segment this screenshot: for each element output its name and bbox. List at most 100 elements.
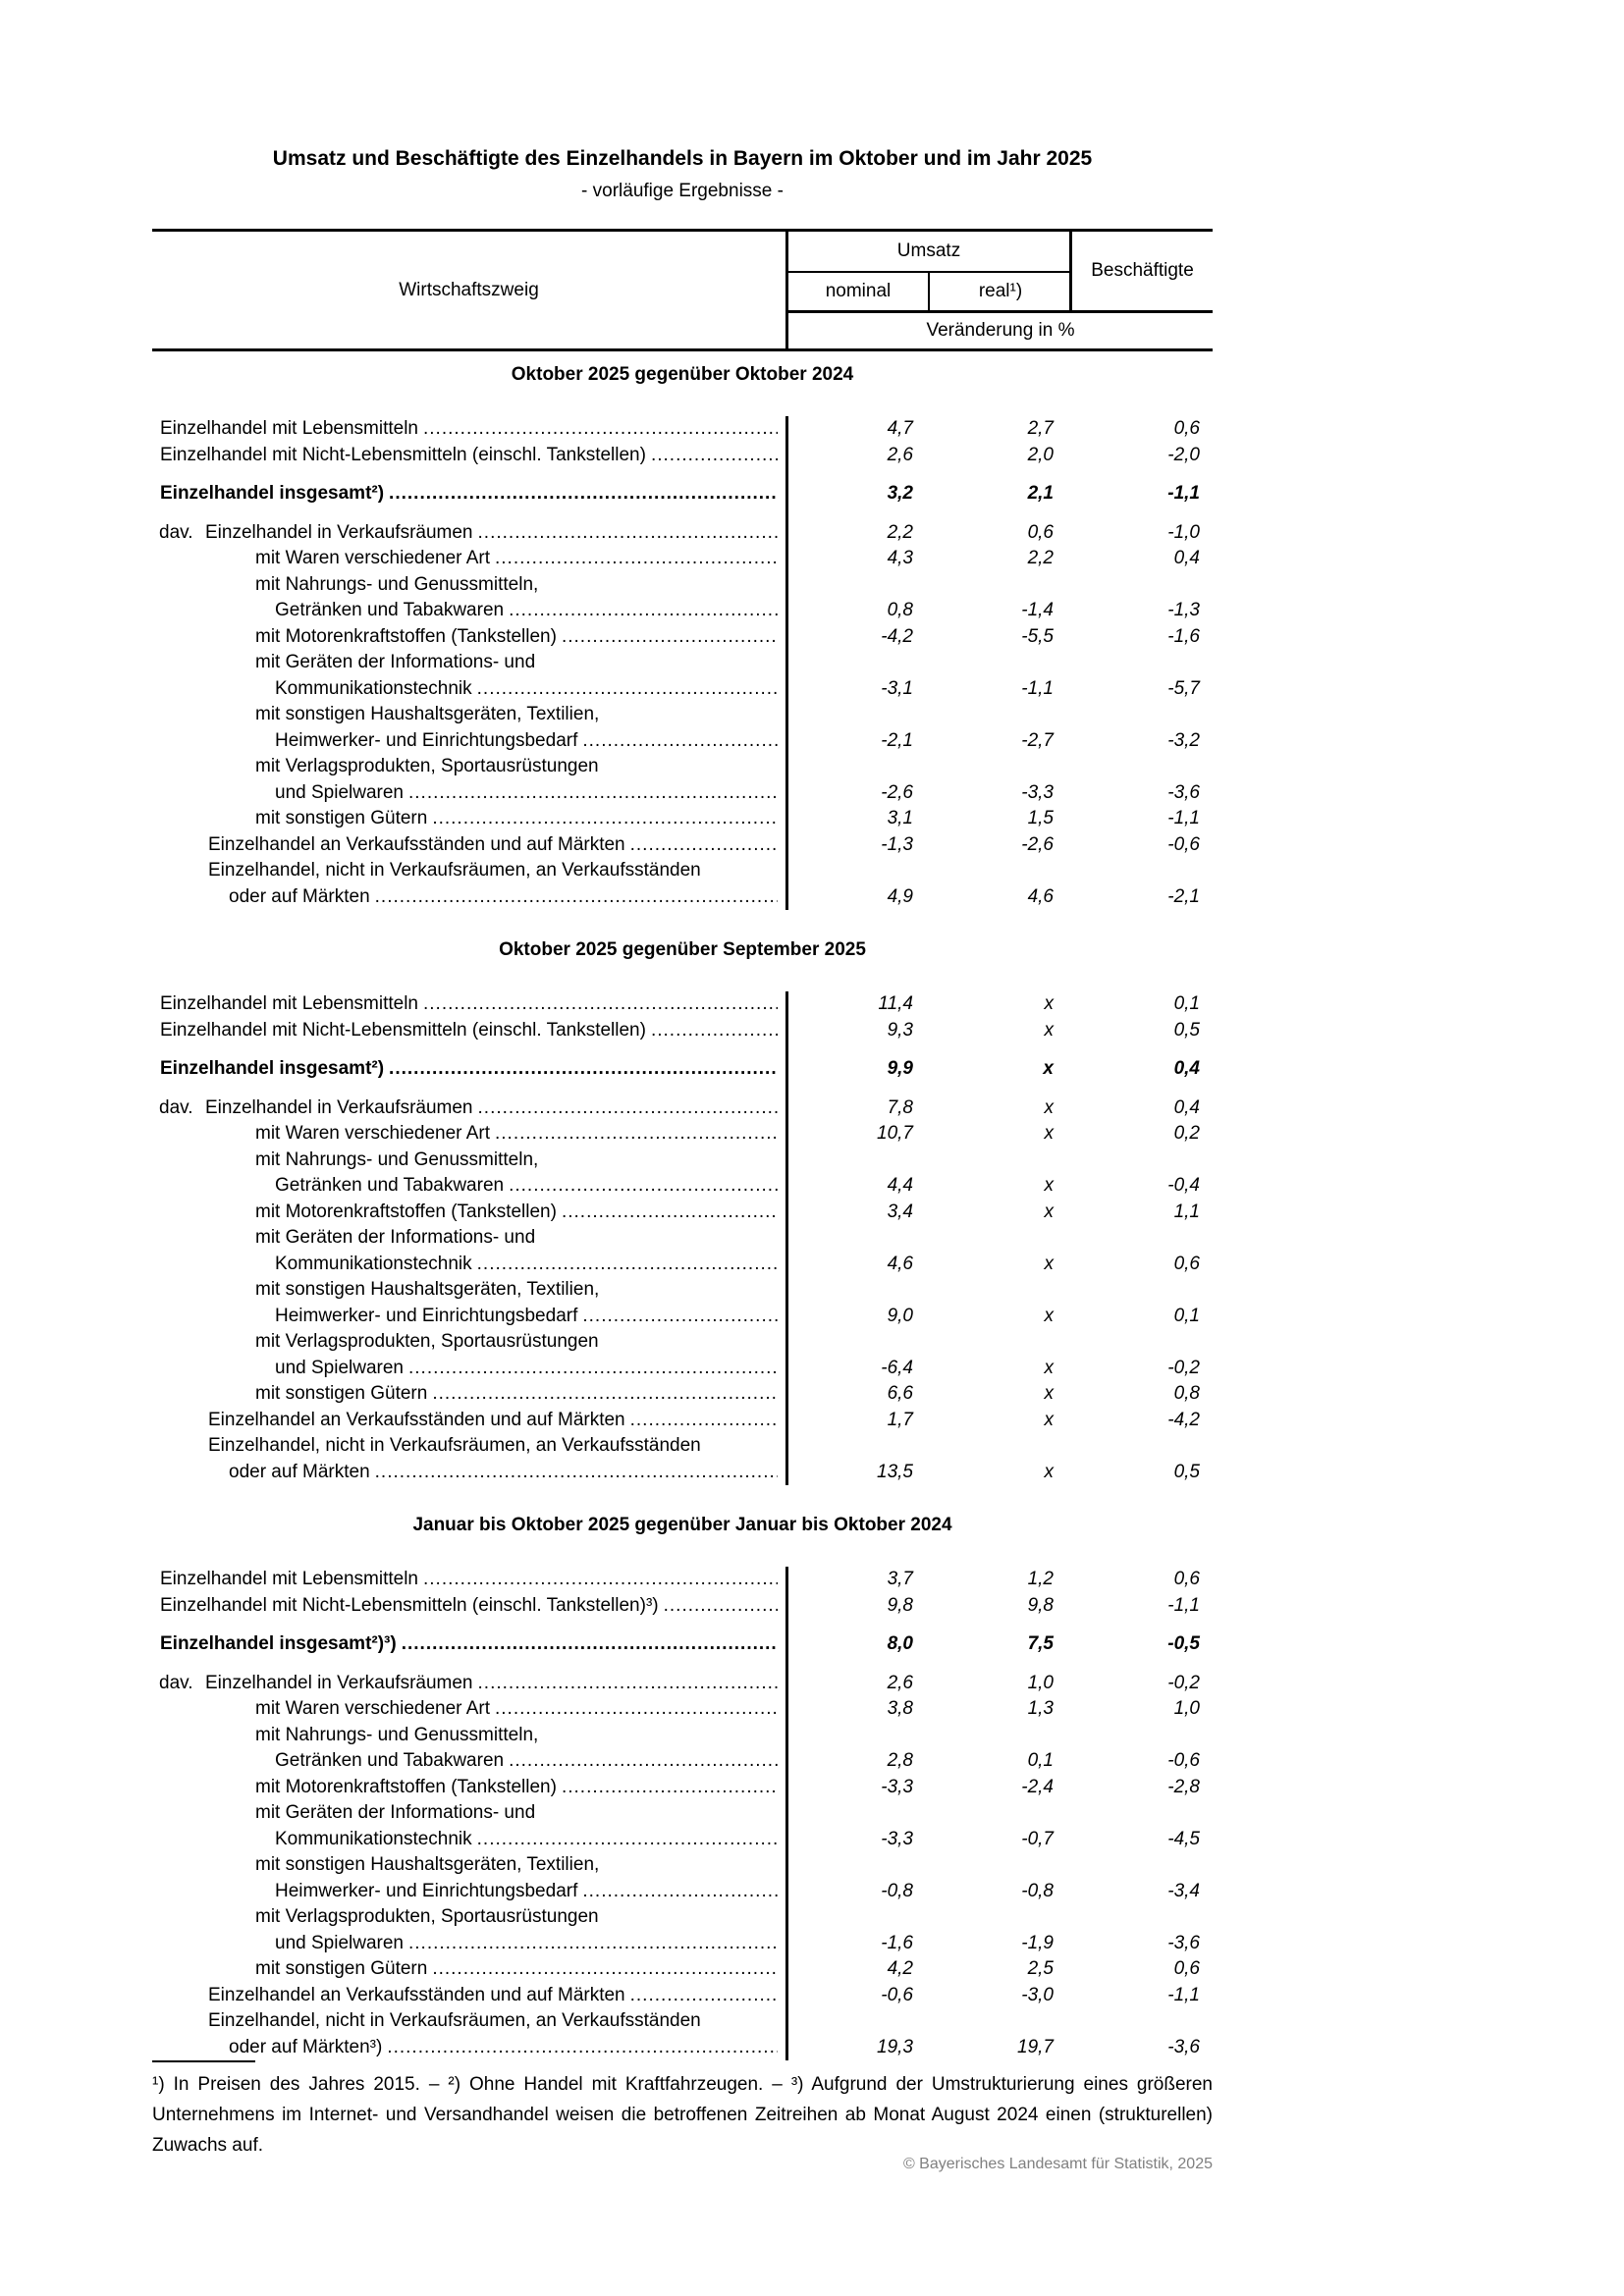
row-label: Einzelhandel mit Lebensmitteln xyxy=(160,993,418,1015)
value-nominal: -6,4 xyxy=(881,1357,913,1378)
dotted-leader xyxy=(495,1123,778,1145)
value-nominal: 8,0 xyxy=(887,1633,913,1655)
row-label: Einzelhandel mit Lebensmitteln xyxy=(160,418,418,440)
row-prefix: dav. xyxy=(159,1672,193,1693)
value-nominal: 6,6 xyxy=(887,1383,913,1405)
table-row: Einzelhandel an Verkaufsständen und auf … xyxy=(152,1983,1213,2009)
value-beschaeftigte: -5,7 xyxy=(1167,677,1200,699)
table-row: mit sonstigen Gütern 4,2 2,5 0,6 xyxy=(152,1956,1213,1983)
value-beschaeftigte: -2,8 xyxy=(1167,1776,1200,1797)
row-label-cell: Getränken und Tabakwaren xyxy=(152,600,787,621)
section-title: Oktober 2025 gegenüber September 2025 xyxy=(499,939,866,960)
value-real: x xyxy=(1044,1383,1055,1405)
row-label-cell: mit Geräten der Informations- und xyxy=(152,1227,787,1249)
row-label: mit sonstigen Haushaltsgeräten, Textilie… xyxy=(255,1854,600,1876)
value-real: -1,4 xyxy=(1021,600,1054,621)
header-veraenderung-unit: Veränderung in % xyxy=(926,320,1075,341)
table-row: Heimwerker- und Einrichtungsbedarf -0,8 -0… xyxy=(152,1879,1213,1905)
dotted-leader xyxy=(408,782,778,804)
value-real: x xyxy=(1044,1461,1055,1482)
dotted-leader xyxy=(478,522,778,544)
row-label-cell: Einzelhandel mit Nicht-Lebensmitteln (ei… xyxy=(152,445,787,466)
row-label: Kommunikationstechnik xyxy=(275,677,472,699)
row-label-cell: Kommunikationstechnik xyxy=(152,678,787,700)
value-beschaeftigte: -1,3 xyxy=(1167,600,1200,621)
value-real: x xyxy=(1044,1201,1055,1222)
value-nominal: 4,7 xyxy=(887,418,913,440)
value-real: 4,6 xyxy=(1027,885,1054,907)
row-label-cell: Einzelhandel mit Nicht-Lebensmitteln (ei… xyxy=(152,1595,787,1617)
table-row: Einzelhandel mit Lebensmitteln 4,7 2,7 0,6 xyxy=(152,416,1213,443)
table-row: mit Nahrungs- und Genussmitteln, xyxy=(152,572,1213,599)
row-label-cell: dav. Einzelhandel in Verkaufsräumen xyxy=(152,1673,787,1694)
value-beschaeftigte: -4,5 xyxy=(1167,1828,1200,1849)
table-row: mit sonstigen Gütern 3,1 1,5 -1,1 xyxy=(152,806,1213,832)
spacer-row xyxy=(152,1083,1213,1095)
table-row: Heimwerker- und Einrichtungsbedarf -2,1 -2… xyxy=(152,728,1213,755)
dotted-leader xyxy=(423,993,778,1015)
dotted-leader xyxy=(408,1933,778,1954)
dotted-leader xyxy=(478,1673,778,1694)
row-label-cell: und Spielwaren xyxy=(152,1933,787,1954)
value-real: x xyxy=(1044,1357,1055,1378)
value-nominal: 19,3 xyxy=(877,2036,913,2057)
value-real: x xyxy=(1044,1175,1055,1197)
row-label-cell: Einzelhandel insgesamt²) xyxy=(152,1058,787,1080)
value-beschaeftigte: -3,4 xyxy=(1167,1880,1200,1901)
value-real: -2,4 xyxy=(1021,1776,1054,1797)
row-prefix: dav. xyxy=(159,521,193,543)
row-label-cell: mit Geräten der Informations- und xyxy=(152,1802,787,1824)
value-real: -2,7 xyxy=(1021,729,1054,751)
value-real: 9,8 xyxy=(1027,1594,1054,1616)
section-title: Oktober 2025 gegenüber Oktober 2024 xyxy=(511,364,854,385)
row-label-cell: mit Nahrungs- und Genussmitteln, xyxy=(152,1149,787,1171)
value-nominal: 3,4 xyxy=(887,1201,913,1222)
row-label-cell: mit Waren verschiedener Art xyxy=(152,1123,787,1145)
table-row: mit Geräten der Informations- und xyxy=(152,1225,1213,1252)
value-beschaeftigte: -0,2 xyxy=(1167,1357,1200,1378)
row-label: Einzelhandel, nicht in Verkaufsräumen, a… xyxy=(208,2010,701,2032)
table-row: Einzelhandel an Verkaufsständen und auf … xyxy=(152,832,1213,859)
row-label-cell: Einzelhandel, nicht in Verkaufsräumen, a… xyxy=(152,1435,787,1457)
table-row: Einzelhandel insgesamt²) 9,9 x 0,4 xyxy=(152,1056,1213,1083)
value-beschaeftigte: 0,2 xyxy=(1173,1123,1200,1145)
header-umsatz: Umsatz xyxy=(896,240,961,261)
table-row: Heimwerker- und Einrichtungsbedarf 9,0 x 0,… xyxy=(152,1304,1213,1330)
value-real: x xyxy=(1044,1019,1055,1041)
row-label: Einzelhandel, nicht in Verkaufsräumen, a… xyxy=(208,860,701,881)
spacer-row xyxy=(152,1658,1213,1671)
value-beschaeftigte: 1,0 xyxy=(1173,1698,1200,1720)
value-nominal: 9,0 xyxy=(887,1305,913,1326)
row-label-cell: mit Motorenkraftstoffen (Tankstellen) xyxy=(152,626,787,648)
dotted-leader xyxy=(630,1985,778,2006)
value-beschaeftigte: 0,6 xyxy=(1173,418,1200,440)
table-row: mit Nahrungs- und Genussmitteln, xyxy=(152,1148,1213,1174)
row-label: Kommunikationstechnik xyxy=(275,1828,472,1849)
row-label: Einzelhandel, nicht in Verkaufsräumen, a… xyxy=(208,1435,701,1457)
row-label: mit Waren verschiedener Art xyxy=(255,1698,490,1720)
row-label: und Spielwaren xyxy=(275,1357,404,1378)
section-rows: Einzelhandel mit Lebensmitteln11,4x0,1Ei… xyxy=(152,991,1213,1485)
real-beschaeftigte-divider xyxy=(1069,229,1072,313)
row-label: mit Waren verschiedener Art xyxy=(255,1123,490,1145)
table-row: mit Verlagsprodukten, Sportausrüstungen xyxy=(152,1904,1213,1931)
dotted-leader xyxy=(432,1383,778,1405)
row-label-cell: Einzelhandel an Verkaufsständen und auf … xyxy=(152,1410,787,1431)
value-nominal: 10,7 xyxy=(877,1123,913,1145)
table-row: dav. Einzelhandel in Verkaufsräumen 7,8 x 0,… xyxy=(152,1095,1213,1122)
dotted-leader xyxy=(387,2037,778,2058)
value-beschaeftigte: -1,1 xyxy=(1167,483,1200,505)
row-label-cell: Einzelhandel insgesamt²)³) xyxy=(152,1633,787,1655)
header-wirtschaftszweig: Wirtschaftszweig xyxy=(399,279,539,300)
table-row: Einzelhandel mit Nicht-Lebensmitteln (ei… xyxy=(152,1018,1213,1044)
value-beschaeftigte: -1,6 xyxy=(1167,625,1200,647)
value-nominal: -3,3 xyxy=(881,1776,913,1797)
row-label-cell: mit Nahrungs- und Genussmitteln, xyxy=(152,574,787,596)
table-row: und Spielwaren -1,6 -1,9 -3,6 xyxy=(152,1931,1213,1957)
row-label-cell: mit sonstigen Gütern xyxy=(152,1958,787,1980)
value-beschaeftigte: -4,2 xyxy=(1167,1409,1200,1430)
row-label-cell: Einzelhandel mit Nicht-Lebensmitteln (ei… xyxy=(152,1020,787,1041)
value-beschaeftigte: -3,6 xyxy=(1167,781,1200,803)
value-beschaeftigte: 0,4 xyxy=(1173,1096,1200,1118)
value-real: 2,0 xyxy=(1027,444,1054,465)
